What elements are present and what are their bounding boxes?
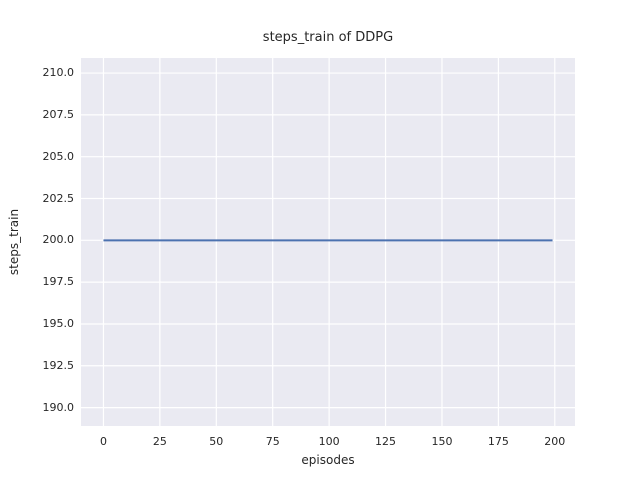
x-axis-label: episodes — [301, 453, 355, 467]
x-tick-label: 50 — [209, 435, 224, 448]
x-tick-label: 100 — [318, 435, 340, 448]
y-tick-label: 205.0 — [42, 149, 75, 163]
y-tick-label: 192.5 — [42, 358, 75, 372]
y-axis-label-text: steps_train — [7, 208, 21, 276]
x-tick-label: 150 — [431, 435, 453, 448]
y-tick-label: 202.5 — [42, 191, 75, 205]
plot-area — [81, 58, 575, 426]
x-tick-label: 25 — [152, 435, 167, 448]
x-tick-label: 200 — [544, 435, 566, 448]
x-tick-label: 0 — [99, 435, 107, 448]
y-tick-label: 195.0 — [42, 316, 75, 330]
plot-svg — [81, 58, 575, 426]
y-tick-label: 190.0 — [42, 400, 75, 414]
chart-title: steps_train of DDPG — [262, 30, 394, 45]
y-tick-label: 200.0 — [42, 233, 75, 247]
x-tick-label: 125 — [375, 435, 397, 448]
y-tick-label: 207.5 — [42, 107, 75, 121]
x-tick-label: 175 — [487, 435, 509, 448]
x-tick-label: 75 — [265, 435, 280, 448]
y-tick-label: 210.0 — [42, 66, 75, 80]
plot-background — [81, 58, 575, 426]
y-tick-label: 197.5 — [42, 275, 75, 289]
